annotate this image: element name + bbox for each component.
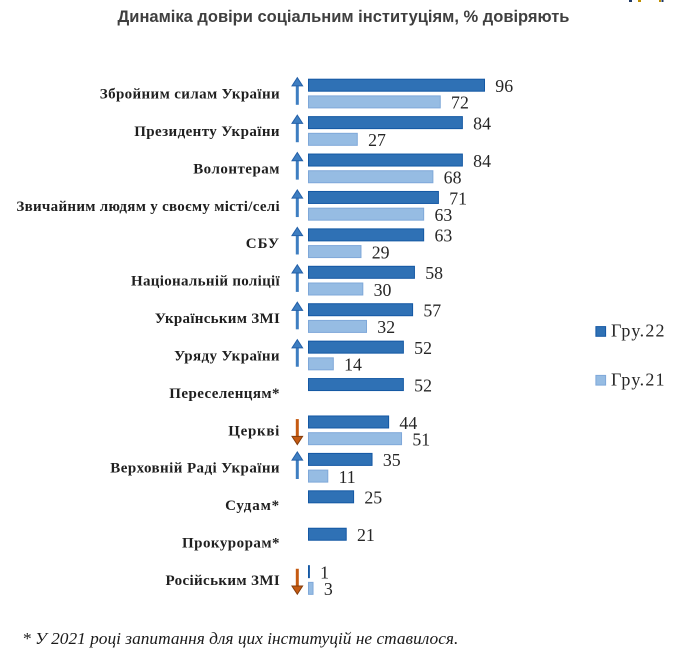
svg-text:44: 44	[399, 413, 417, 433]
svg-text:35: 35	[383, 450, 401, 470]
svg-text:63: 63	[434, 226, 452, 246]
svg-text:Російським ЗМІ: Російським ЗМІ	[166, 573, 281, 589]
svg-text:Волонтерам: Волонтерам	[193, 161, 280, 177]
svg-text:30: 30	[374, 280, 392, 300]
svg-text:Прокурорам*: Прокурорам*	[182, 536, 280, 552]
svg-text:27: 27	[368, 130, 386, 150]
svg-text:СБУ: СБУ	[246, 236, 280, 252]
svg-text:Судам*: Судам*	[225, 498, 280, 514]
svg-text:1: 1	[320, 562, 329, 582]
svg-text:51: 51	[412, 429, 430, 449]
svg-text:52: 52	[414, 338, 432, 358]
svg-text:Переселенцям*: Переселенцям*	[169, 386, 280, 402]
svg-text:11: 11	[339, 467, 356, 487]
svg-text:Церкві: Церкві	[228, 423, 280, 439]
svg-text:3: 3	[324, 579, 333, 599]
svg-text:96: 96	[495, 76, 513, 96]
svg-text:57: 57	[423, 301, 441, 321]
svg-text:Гру.21: Гру.21	[611, 369, 666, 389]
svg-text:32: 32	[377, 317, 395, 337]
svg-text:58: 58	[425, 263, 443, 283]
svg-text:72: 72	[451, 93, 469, 113]
svg-text:Верховній Раді України: Верховній Раді України	[110, 461, 280, 477]
svg-text:Президенту України: Президенту України	[134, 124, 280, 140]
svg-text:71: 71	[449, 188, 467, 208]
svg-text:14: 14	[344, 355, 362, 375]
svg-text:68: 68	[444, 168, 462, 188]
svg-text:Збройним силам України: Збройним силам України	[100, 87, 280, 103]
svg-text:Національній поліції: Національній поліції	[131, 274, 281, 290]
svg-text:84: 84	[473, 151, 491, 171]
svg-text:29: 29	[372, 242, 390, 262]
svg-text:Уряду України: Уряду України	[174, 348, 280, 364]
svg-text:Гру.22: Гру.22	[611, 321, 666, 341]
svg-text:25: 25	[364, 488, 382, 508]
svg-text:84: 84	[473, 113, 491, 133]
svg-text:63: 63	[434, 205, 452, 225]
svg-text:Звичайним людям у своєму місті: Звичайним людям у своєму місті/селі	[16, 199, 280, 215]
svg-text:52: 52	[414, 375, 432, 395]
svg-text:Українським ЗМІ: Українським ЗМІ	[155, 311, 280, 327]
svg-text:21: 21	[357, 525, 375, 545]
